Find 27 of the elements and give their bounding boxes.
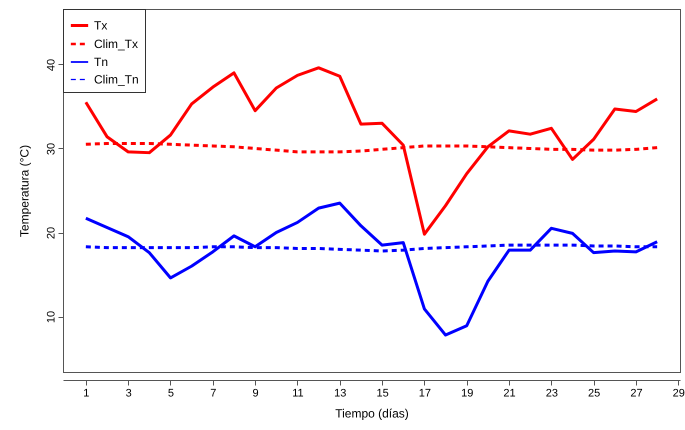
x-tick-label: 19 — [461, 388, 474, 400]
x-tick-label: 5 — [168, 388, 174, 400]
y-tick-label: 30 — [46, 142, 58, 156]
y-tick-label: 40 — [46, 58, 58, 72]
legend-label: Tn — [94, 55, 108, 69]
x-tick-label: 13 — [334, 388, 346, 400]
x-tick-label: 1 — [83, 388, 90, 400]
x-tick-label: 23 — [546, 388, 558, 400]
line-series — [84, 66, 659, 236]
x-tick-label: 11 — [292, 388, 304, 400]
legend-label: Tx — [94, 18, 108, 32]
legend-label: Clim_Tn — [94, 72, 139, 86]
y-tick-label: 10 — [46, 310, 58, 324]
line-series — [84, 202, 659, 337]
y-tick-label: 20 — [46, 226, 58, 240]
x-tick-label: 25 — [588, 388, 600, 400]
x-tick-label: 7 — [210, 388, 216, 400]
x-tick-label: 3 — [126, 388, 132, 400]
x-axis-title: Tiempo (días) — [335, 406, 409, 420]
x-tick-label: 17 — [418, 388, 432, 400]
legend-label: Clim_Tx — [94, 37, 138, 51]
x-tick-label: 29 — [672, 388, 685, 400]
x-tick-label: 15 — [376, 388, 389, 400]
x-tick-label: 9 — [252, 388, 259, 400]
y-axis-title: Temperatura (°C) — [18, 144, 32, 238]
x-tick-label: 21 — [503, 388, 516, 400]
x-tick-label: 27 — [630, 388, 643, 400]
